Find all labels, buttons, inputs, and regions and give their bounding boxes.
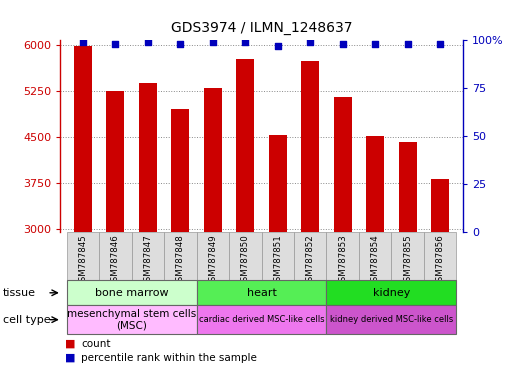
Bar — [326, 232, 359, 280]
Text: count: count — [81, 339, 110, 349]
Text: GSM787848: GSM787848 — [176, 235, 185, 288]
Text: GSM787856: GSM787856 — [436, 235, 445, 288]
Bar — [172, 109, 189, 232]
Text: kidney derived MSC-like cells: kidney derived MSC-like cells — [330, 315, 453, 324]
Text: tissue: tissue — [3, 288, 36, 298]
Bar — [236, 59, 254, 232]
Bar — [66, 232, 99, 280]
Text: GSM787855: GSM787855 — [403, 235, 412, 288]
Point — [144, 39, 152, 45]
Bar — [294, 232, 326, 280]
Bar — [74, 46, 92, 232]
Bar — [204, 88, 222, 232]
Bar — [197, 280, 326, 305]
Text: GSM787845: GSM787845 — [78, 235, 87, 288]
Bar — [262, 232, 294, 280]
Point — [306, 39, 314, 45]
Title: GDS3974 / ILMN_1248637: GDS3974 / ILMN_1248637 — [170, 21, 353, 35]
Text: GSM787849: GSM787849 — [208, 235, 217, 287]
Point — [176, 41, 185, 47]
Text: GSM787854: GSM787854 — [371, 235, 380, 288]
Bar — [359, 232, 391, 280]
Point — [241, 39, 249, 45]
Text: cardiac derived MSC-like cells: cardiac derived MSC-like cells — [199, 315, 324, 324]
Text: heart: heart — [246, 288, 277, 298]
Bar — [197, 305, 326, 334]
Text: kidney: kidney — [373, 288, 410, 298]
Bar — [269, 136, 287, 232]
Bar — [391, 232, 424, 280]
Text: ■: ■ — [65, 339, 76, 349]
Text: percentile rank within the sample: percentile rank within the sample — [81, 353, 257, 363]
Point — [338, 41, 347, 47]
Bar — [229, 232, 262, 280]
Bar — [366, 136, 384, 232]
Bar — [326, 305, 457, 334]
Bar — [399, 142, 417, 232]
Text: GSM787853: GSM787853 — [338, 235, 347, 288]
Text: ■: ■ — [65, 353, 76, 363]
Text: GSM787847: GSM787847 — [143, 235, 152, 288]
Bar — [106, 91, 124, 232]
Bar — [132, 232, 164, 280]
Bar — [301, 61, 319, 232]
Text: mesenchymal stem cells
(MSC): mesenchymal stem cells (MSC) — [67, 309, 196, 331]
Bar — [326, 280, 457, 305]
Text: cell type: cell type — [3, 314, 50, 325]
Bar — [139, 83, 157, 232]
Text: GSM787852: GSM787852 — [306, 235, 315, 288]
Point — [209, 39, 217, 45]
Text: GSM787850: GSM787850 — [241, 235, 250, 288]
Bar — [66, 305, 197, 334]
Point — [371, 41, 379, 47]
Point — [436, 41, 445, 47]
Text: GSM787851: GSM787851 — [273, 235, 282, 288]
Point — [78, 39, 87, 45]
Point — [111, 41, 120, 47]
Bar — [66, 280, 197, 305]
Bar — [424, 232, 457, 280]
Text: GSM787846: GSM787846 — [111, 235, 120, 288]
Bar — [164, 232, 197, 280]
Bar — [197, 232, 229, 280]
Bar — [99, 232, 132, 280]
Point — [274, 43, 282, 49]
Point — [403, 41, 412, 47]
Bar — [431, 179, 449, 232]
Text: bone marrow: bone marrow — [95, 288, 168, 298]
Bar — [334, 97, 351, 232]
